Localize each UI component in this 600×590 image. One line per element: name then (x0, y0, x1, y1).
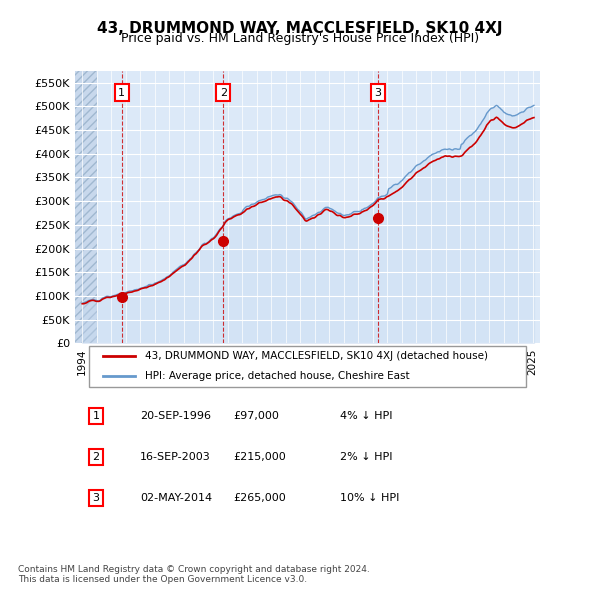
Text: £215,000: £215,000 (233, 452, 286, 462)
Text: 43, DRUMMOND WAY, MACCLESFIELD, SK10 4XJ (detached house): 43, DRUMMOND WAY, MACCLESFIELD, SK10 4XJ… (145, 351, 488, 361)
Text: 1: 1 (92, 411, 100, 421)
Text: 2: 2 (92, 452, 100, 462)
Text: 4% ↓ HPI: 4% ↓ HPI (340, 411, 392, 421)
Text: 3: 3 (92, 493, 100, 503)
Text: Contains HM Land Registry data © Crown copyright and database right 2024.
This d: Contains HM Land Registry data © Crown c… (18, 565, 370, 584)
Text: 43, DRUMMOND WAY, MACCLESFIELD, SK10 4XJ: 43, DRUMMOND WAY, MACCLESFIELD, SK10 4XJ (97, 21, 503, 35)
Text: Price paid vs. HM Land Registry's House Price Index (HPI): Price paid vs. HM Land Registry's House … (121, 32, 479, 45)
Text: 20-SEP-1996: 20-SEP-1996 (140, 411, 211, 421)
FancyBboxPatch shape (89, 346, 526, 386)
Text: 3: 3 (374, 87, 381, 97)
Text: 10% ↓ HPI: 10% ↓ HPI (340, 493, 400, 503)
Text: 2: 2 (220, 87, 227, 97)
Text: HPI: Average price, detached house, Cheshire East: HPI: Average price, detached house, Ches… (145, 371, 409, 381)
Text: £265,000: £265,000 (233, 493, 286, 503)
Text: 2% ↓ HPI: 2% ↓ HPI (340, 452, 392, 462)
Text: 16-SEP-2003: 16-SEP-2003 (140, 452, 211, 462)
Text: £97,000: £97,000 (233, 411, 279, 421)
Text: 1: 1 (118, 87, 125, 97)
Text: 02-MAY-2014: 02-MAY-2014 (140, 493, 212, 503)
